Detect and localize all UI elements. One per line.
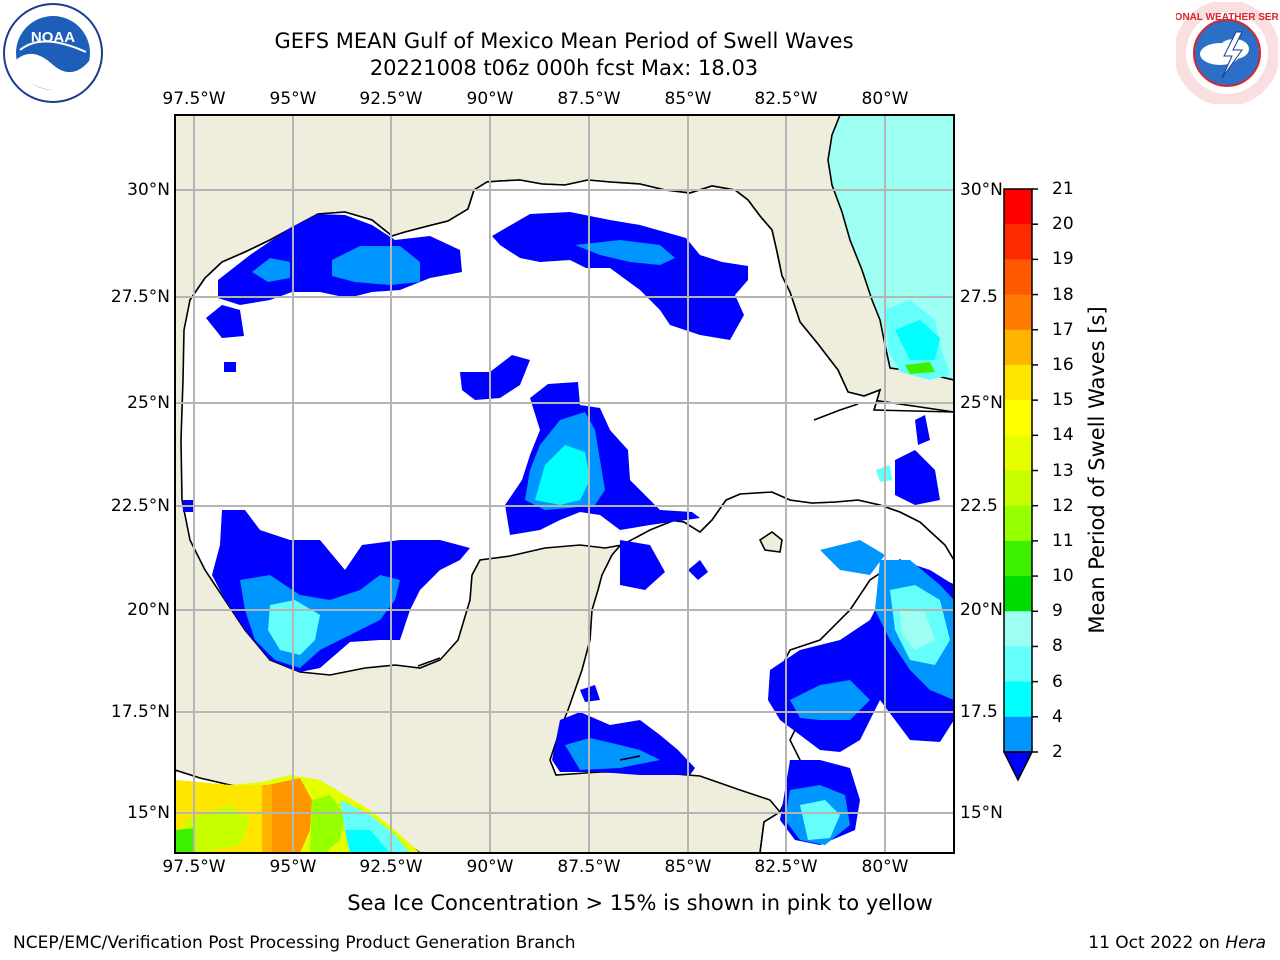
- lat-tick-right-22-5: 22.5: [960, 496, 998, 516]
- footer-date: 11 Oct 2022 on Hera: [1088, 933, 1266, 953]
- lon-tick-top-97-5: 97.5°W: [162, 89, 226, 109]
- lon-tick-top-87-5: 87.5°W: [557, 89, 621, 109]
- lon-tick-bottom-85: 85°W: [664, 857, 712, 877]
- lon-tick-top-92-5: 92.5°W: [359, 89, 423, 109]
- lat-tick-right-27-5: 27.5: [960, 287, 998, 307]
- lat-tick-right-30: 30°N: [960, 180, 1003, 200]
- colorbar-tick-label: 8: [1052, 636, 1063, 657]
- colorbar-segment: [1004, 259, 1032, 296]
- colorbar-extend-arrow: [1002, 751, 1034, 782]
- colorbar-segment: [1004, 646, 1032, 683]
- cayman-island: [758, 531, 783, 553]
- colorbar-segment: [1004, 681, 1032, 718]
- colorbar-tick-label: 21: [1052, 179, 1074, 199]
- colorbar-segment: [1004, 189, 1032, 225]
- lat-tick-left-15: 15°N: [127, 803, 170, 823]
- colorbar-segment: [1004, 364, 1032, 401]
- colorbar-tick-label: 17: [1052, 319, 1074, 340]
- lon-tick-bottom-97-5: 97.5°W: [162, 857, 226, 877]
- colorbar-tick-label: 14: [1052, 425, 1074, 446]
- national-weather-service-logo: NATIONAL WEATHER SERVICE: [1152, 0, 1280, 106]
- colorbar-tick-label: 9: [1052, 601, 1063, 622]
- svg-text:NOAA: NOAA: [31, 29, 75, 46]
- colorbar-segment: [1004, 540, 1032, 577]
- lat-tick-right-25: 25°N: [960, 393, 1003, 413]
- colorbar-segment: [1004, 470, 1032, 507]
- colorbar-segment: [1004, 435, 1032, 471]
- lat-tick-left-17-5: 17.5°N: [110, 702, 170, 722]
- colorbar-tick-label: 20: [1052, 214, 1074, 235]
- colorbar-tick-label: 16: [1052, 354, 1074, 375]
- noaa-logo: NOAA: [2, 2, 104, 104]
- colorbar-segment: [1004, 611, 1032, 647]
- colorbar-segment: [1004, 329, 1032, 366]
- map-subtitle: 20221008 t06z 000h fcst Max: 18.03: [369, 56, 759, 80]
- footer-host: Hera: [1225, 933, 1266, 953]
- lat-tick-left-25: 25°N: [127, 393, 170, 413]
- colorbar: [1002, 188, 1038, 782]
- colorbar-tick-label: 18: [1052, 284, 1074, 305]
- lon-tick-top-95: 95°W: [269, 89, 317, 109]
- lat-tick-left-30: 30°N: [127, 180, 170, 200]
- lon-tick-bottom-87-5: 87.5°W: [557, 857, 621, 877]
- florida-keys: [813, 403, 859, 421]
- lat-tick-left-22-5: 22.5°N: [110, 496, 170, 516]
- lon-tick-bottom-95: 95°W: [269, 857, 317, 877]
- lon-tick-top-82-5: 82.5°W: [754, 89, 818, 109]
- colorbar-tick-label: 2: [1052, 742, 1063, 762]
- map-grid: [175, 115, 954, 853]
- svg-text:NATIONAL WEATHER SERVICE: NATIONAL WEATHER SERVICE: [1176, 12, 1278, 23]
- footer-branch: NCEP/EMC/Verification Post Processing Pr…: [13, 933, 576, 953]
- colorbar-segment: [1004, 224, 1032, 260]
- map-frame: [174, 114, 955, 854]
- lon-tick-top-85: 85°W: [664, 89, 712, 109]
- colorbar-tick-label: 13: [1052, 460, 1074, 481]
- lon-tick-bottom-82-5: 82.5°W: [754, 857, 818, 877]
- lat-tick-right-20: 20°N: [960, 600, 1003, 620]
- colorbar-segment: [1004, 505, 1032, 542]
- colorbar-tick-label: 6: [1052, 671, 1063, 692]
- sea-ice-caption: Sea Ice Concentration > 15% is shown in …: [347, 891, 933, 915]
- lat-tick-right-15: 15°N: [960, 803, 1003, 823]
- lat-tick-right-17-5: 17.5: [960, 702, 998, 722]
- lon-tick-bottom-92-5: 92.5°W: [359, 857, 423, 877]
- footer-date-text: 11 Oct 2022 on: [1088, 933, 1226, 953]
- colorbar-title: Mean Period of Swell Waves [s]: [1085, 306, 1109, 634]
- colorbar-tick-label: 19: [1052, 249, 1074, 270]
- colorbar-frame: [1003, 188, 1033, 753]
- lon-tick-bottom-90: 90°W: [466, 857, 514, 877]
- lon-tick-top-90: 90°W: [466, 89, 514, 109]
- lat-tick-left-27-5: 27.5°N: [110, 287, 170, 307]
- colorbar-segment: [1004, 400, 1032, 436]
- coast-detail: [417, 657, 641, 761]
- lat-tick-left-20: 20°N: [127, 600, 170, 620]
- colorbar-tick-label: 12: [1052, 495, 1074, 516]
- lon-tick-bottom-80: 80°W: [861, 857, 909, 877]
- swell-period-fill: [175, 212, 954, 853]
- colorbar-tick-label: 4: [1052, 706, 1063, 727]
- colorbar-tick-label: 10: [1052, 566, 1074, 587]
- colorbar-tick-label: 15: [1052, 390, 1074, 411]
- colorbar-tick-label: 11: [1052, 530, 1074, 551]
- colorbar-segment: [1004, 294, 1032, 331]
- lon-tick-top-80: 80°W: [861, 89, 909, 109]
- map-title: GEFS MEAN Gulf of Mexico Mean Period of …: [274, 29, 854, 53]
- colorbar-segment: [1004, 716, 1032, 753]
- colorbar-segment: [1004, 576, 1032, 612]
